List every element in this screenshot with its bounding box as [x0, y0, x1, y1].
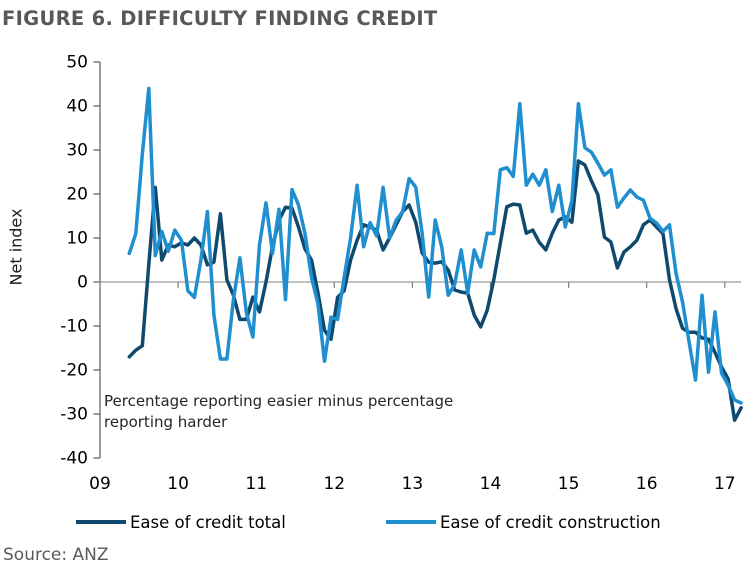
legend-item-total: Ease of credit total: [76, 510, 286, 534]
svg-text:40: 40: [66, 97, 88, 117]
series-ease-of-credit-total: [127, 159, 743, 422]
source-note: Source: ANZ: [3, 545, 109, 565]
svg-text:15: 15: [558, 474, 580, 494]
legend-line-construction: [386, 520, 436, 524]
x-axis: 09 10 11 12 13 14 15 16 17: [89, 281, 741, 494]
chart-legend: Ease of credit total Ease of credit cons…: [0, 510, 753, 534]
svg-text:11: 11: [245, 474, 267, 494]
legend-label-construction: Ease of credit construction: [440, 512, 661, 532]
svg-text:0: 0: [77, 273, 88, 293]
svg-text:17: 17: [714, 474, 736, 494]
series-ease-of-credit-construction: [127, 86, 743, 405]
svg-text:20: 20: [66, 185, 88, 205]
svg-text:14: 14: [480, 474, 502, 494]
legend-label-total: Ease of credit total: [130, 512, 286, 532]
svg-text:50: 50: [66, 53, 88, 73]
svg-text:09: 09: [89, 474, 111, 494]
svg-text:16: 16: [636, 474, 658, 494]
y-axis-label: Net index: [6, 208, 26, 286]
svg-text:-10: -10: [60, 317, 88, 337]
legend-line-total: [76, 520, 126, 524]
svg-text:30: 30: [66, 141, 88, 161]
svg-text:-20: -20: [60, 361, 88, 381]
svg-text:12: 12: [323, 474, 345, 494]
svg-text:10: 10: [167, 474, 189, 494]
y-axis: 50 40 30 20 10 0 -10 -20 -30 -40: [60, 53, 101, 469]
page-title: FIGURE 6. DIFFICULTY FINDING CREDIT: [2, 7, 438, 30]
legend-item-construction: Ease of credit construction: [386, 510, 661, 534]
svg-text:-30: -30: [60, 405, 88, 425]
svg-text:-40: -40: [60, 449, 88, 469]
chart-annotation: Percentage reporting easier minus percen…: [104, 392, 454, 431]
svg-text:10: 10: [66, 229, 88, 249]
svg-text:13: 13: [402, 474, 424, 494]
